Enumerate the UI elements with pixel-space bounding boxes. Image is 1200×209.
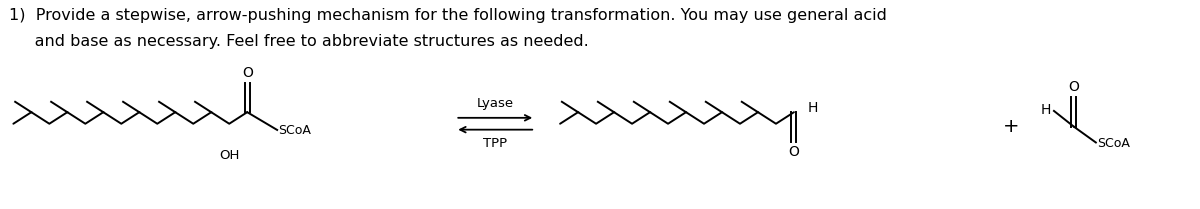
Text: OH: OH [220, 149, 240, 162]
Text: SCoA: SCoA [278, 124, 311, 138]
Text: O: O [788, 145, 799, 159]
Text: O: O [241, 66, 253, 80]
Text: SCoA: SCoA [1097, 137, 1129, 150]
Text: +: + [1003, 117, 1019, 136]
Text: TPP: TPP [484, 136, 508, 150]
Text: Lyase: Lyase [476, 97, 514, 110]
Text: and base as necessary. Feel free to abbreviate structures as needed.: and base as necessary. Feel free to abbr… [10, 34, 589, 49]
Text: O: O [1068, 80, 1079, 94]
Text: 1)  Provide a stepwise, arrow-pushing mechanism for the following transformation: 1) Provide a stepwise, arrow-pushing mec… [10, 8, 887, 23]
Text: H: H [808, 101, 818, 115]
Text: H: H [1040, 103, 1051, 117]
